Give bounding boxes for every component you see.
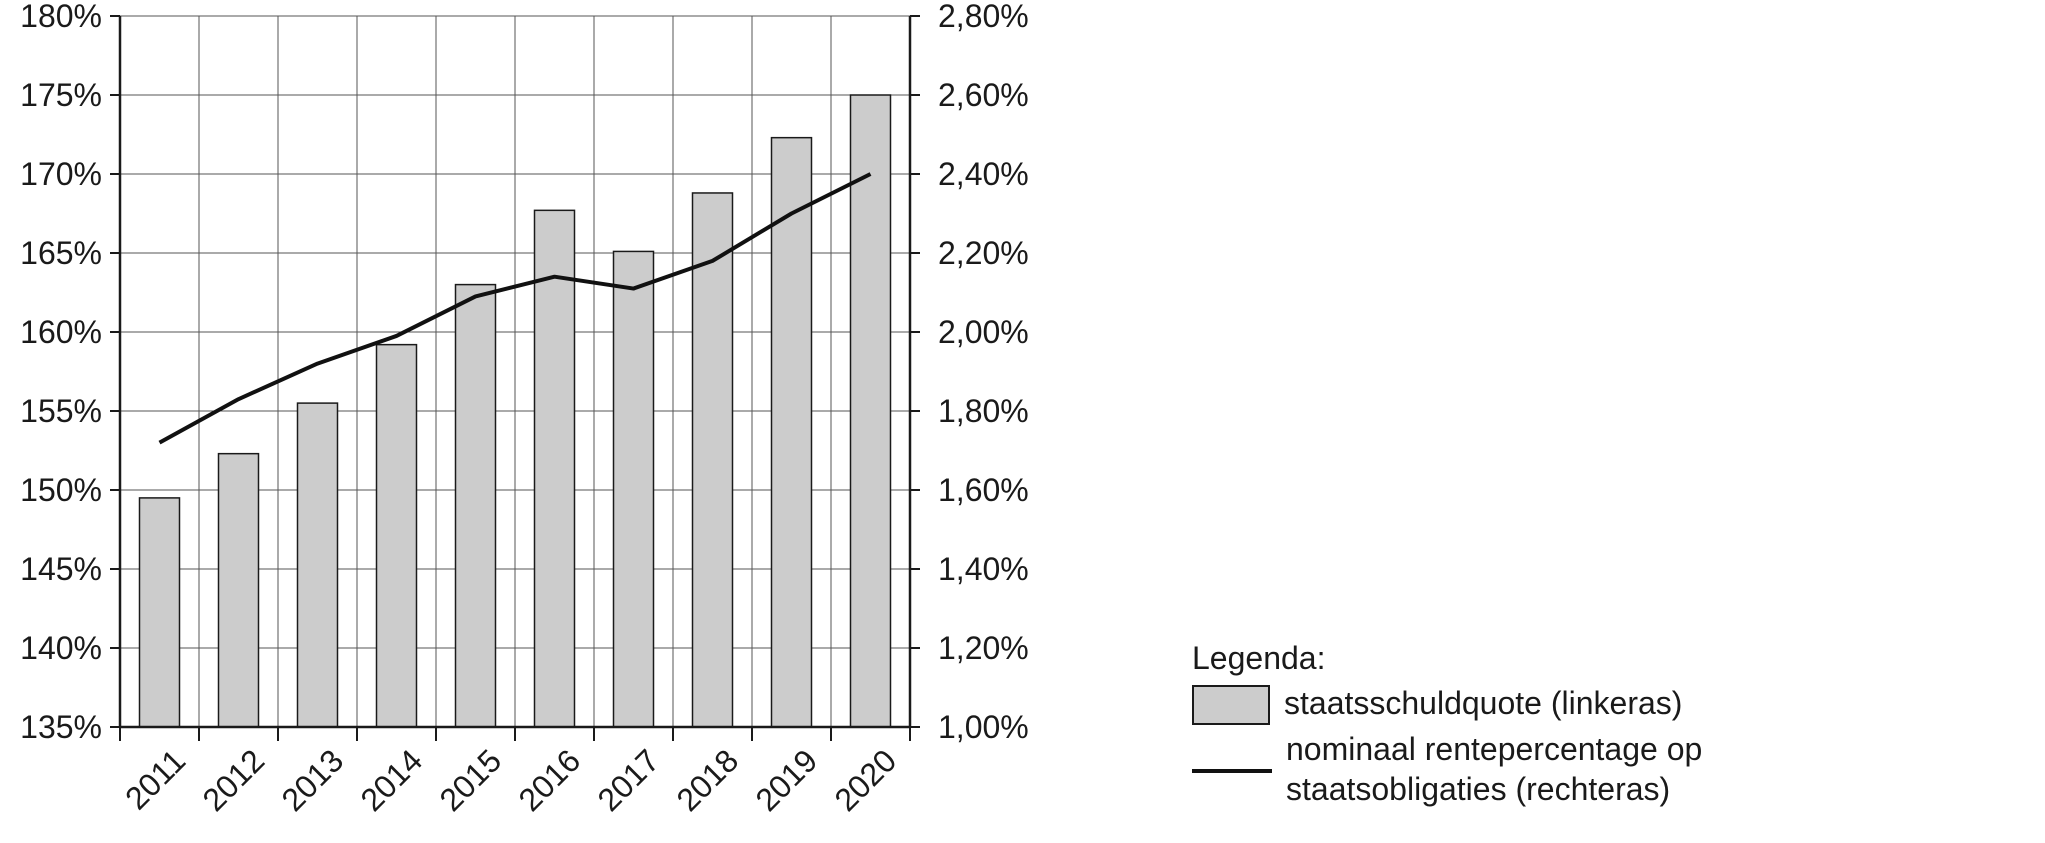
x-tick-label: 2015 [432, 742, 508, 818]
bar-2012 [217, 452, 260, 728]
legend-bar-swatch [1192, 685, 1270, 725]
left-tick-label: 180% [20, 0, 102, 34]
legend-item-bars: staatsschuldquote (linkeras) [1192, 683, 1846, 725]
right-tick-label: 1,80% [938, 393, 1029, 429]
left-tick-label: 155% [20, 393, 102, 429]
legend-line-label-2: staatsobligaties (rechteras) [1286, 771, 1671, 807]
left-tick-label: 150% [20, 472, 102, 508]
right-tick-label: 1,60% [938, 472, 1029, 508]
right-tick-label: 2,60% [938, 77, 1029, 113]
right-tick-label: 1,40% [938, 551, 1029, 587]
left-tick-label: 175% [20, 77, 102, 113]
x-tick-label: 2016 [511, 742, 587, 818]
x-tick-label: 2017 [590, 742, 666, 818]
left-tick-label: 160% [20, 314, 102, 350]
x-tick-label: 2014 [353, 742, 429, 818]
right-tick-label: 2,20% [938, 235, 1029, 271]
right-tick-label: 2,00% [938, 314, 1029, 350]
bar-2017 [612, 250, 655, 728]
x-axis-ticks: 2011 2012 2013 2014 2015 2016 2017 2018 2019 2020 [118, 727, 911, 818]
x-tick-label: 2020 [827, 742, 903, 818]
right-tick-label: 2,40% [938, 156, 1029, 192]
bar-2016 [533, 209, 576, 728]
x-tick-label: 2019 [748, 742, 824, 818]
x-tick-label: 2013 [274, 742, 350, 818]
left-axis-ticks: 135% 140% 145% 150% 155% 160% 165% 170% 175% 180% [20, 0, 120, 745]
right-axis-ticks: 1,00% 1,20% 1,40% 1,60% 1,80% 2,00% 2,20% 2,40%… [910, 0, 1029, 745]
bar-2011 [138, 497, 181, 728]
bar-2020 [849, 94, 892, 728]
right-tick-label: 1,20% [938, 630, 1029, 666]
legend-line-label-1: nominaal rentepercentage op [1286, 731, 1703, 767]
bar-2013 [296, 402, 339, 728]
left-tick-label: 145% [20, 551, 102, 587]
x-tick-label: 2011 [118, 742, 192, 816]
bars [138, 94, 892, 728]
legend-item-line: nominaal rentepercentage op staatsobliga… [1192, 729, 1846, 809]
x-tick-label: 2018 [669, 742, 745, 818]
legend-line-label: nominaal rentepercentage op staatsobliga… [1286, 729, 1846, 809]
legend-title: Legenda: [1192, 640, 1326, 676]
bar-2015 [454, 283, 497, 728]
x-tick-label: 2012 [195, 742, 271, 818]
legend-line-swatch [1192, 769, 1272, 773]
right-tick-label: 1,00% [938, 709, 1029, 745]
left-tick-label: 135% [20, 709, 102, 745]
line-series [158, 172, 872, 445]
bar-2018 [691, 192, 734, 728]
left-tick-label: 170% [20, 156, 102, 192]
left-tick-label: 140% [20, 630, 102, 666]
right-tick-label: 2,80% [938, 0, 1029, 34]
bar-2019 [770, 136, 813, 728]
legend-bar-label: staatsschuldquote (linkeras) [1284, 685, 1683, 721]
interest-rate-line [158, 172, 872, 445]
grid [120, 15, 910, 728]
left-tick-label: 165% [20, 235, 102, 271]
legend: Legenda: staatsschuldquote (linkeras) no… [1192, 640, 1846, 809]
bar-2014 [375, 343, 418, 728]
